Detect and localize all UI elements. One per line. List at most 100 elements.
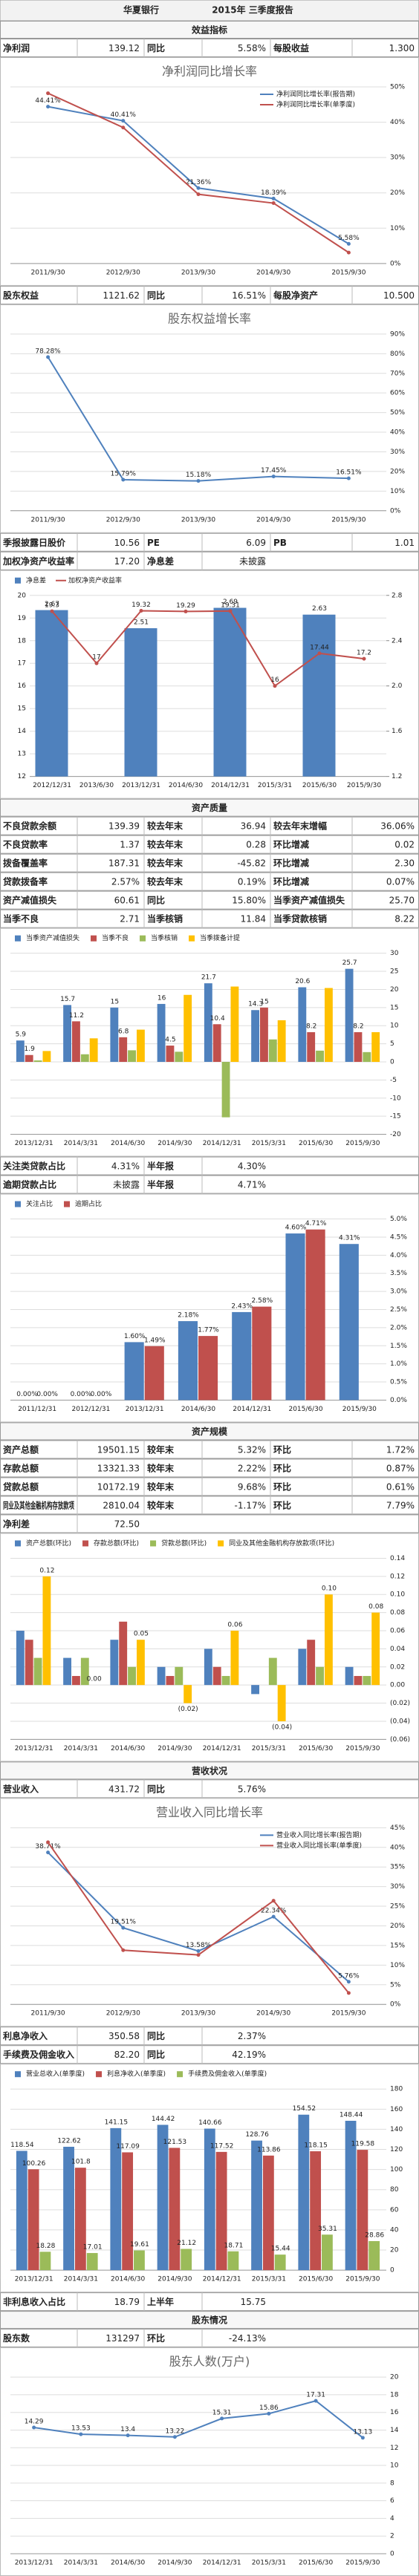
cell-value: 0.87% xyxy=(386,1463,415,1473)
y-tick-label: 10 xyxy=(390,2462,399,2470)
data-label: 16 xyxy=(270,676,279,684)
point xyxy=(79,2432,83,2436)
x-tick-label: 2011/9/30 xyxy=(31,516,65,524)
cell-label: 同比 xyxy=(147,42,165,53)
point xyxy=(46,105,51,109)
cell-value: 60.61 xyxy=(114,896,140,906)
y-tick-label: 4 xyxy=(390,2515,394,2523)
y-tick-label: 20 xyxy=(390,986,399,994)
y-tick-label: 15 xyxy=(390,1004,398,1011)
data-label: 13.13 xyxy=(353,2428,372,2436)
bar xyxy=(251,1010,260,1062)
point xyxy=(362,656,366,661)
point xyxy=(196,186,201,190)
legend-swatch xyxy=(82,1540,89,1547)
y-tick-label: 20 xyxy=(18,592,27,599)
cell-value: 19501.15 xyxy=(97,1444,140,1455)
y-tick-label: 0.14 xyxy=(390,1555,405,1562)
y-tick-label: 1.0% xyxy=(390,1360,407,1368)
y-tick-label: 45% xyxy=(390,1825,405,1832)
data-label: 5.9 xyxy=(16,1031,27,1039)
y-tick-label: 35% xyxy=(390,1864,405,1871)
data-label: 17.01 xyxy=(83,2244,103,2251)
data-label: 1.60% xyxy=(124,1333,146,1340)
y-tick-label: 12 xyxy=(390,2445,398,2452)
x-tick-label: 2015/9/30 xyxy=(342,1406,377,1413)
bar xyxy=(144,1346,164,1401)
y2-tick-label: 2.8 xyxy=(392,592,403,599)
y-tick-label: 0.08 xyxy=(390,1609,405,1617)
data-label: 128.76 xyxy=(245,2131,269,2139)
x-tick-label: 2012/12/31 xyxy=(71,1406,110,1413)
data-label: 15 xyxy=(260,998,268,1005)
data-label: 8.2 xyxy=(306,1023,316,1031)
bar xyxy=(354,1675,363,1686)
cell-label: 当季不良 xyxy=(3,913,39,925)
cell-value: 0.61% xyxy=(386,1481,415,1492)
table-row xyxy=(0,1156,419,1175)
data-label: 15.7 xyxy=(60,996,75,1003)
data-label: 35.31 xyxy=(318,2226,337,2233)
bar xyxy=(119,1621,128,1686)
legend-swatch xyxy=(218,1540,224,1547)
cell-label: 股东权益 xyxy=(3,290,39,301)
bar xyxy=(74,2168,86,2271)
y-tick-label: 0.04 xyxy=(390,1646,405,1653)
cell-label: PE xyxy=(147,538,160,548)
cell-label: 环比增减 xyxy=(273,839,309,850)
bar xyxy=(72,1021,80,1062)
data-label: 28.86 xyxy=(365,2232,384,2240)
x-tick-label: 2013/12/31 xyxy=(15,1140,53,1147)
data-label: 100.26 xyxy=(22,2160,46,2168)
data-label: 17.45% xyxy=(261,467,287,475)
cell-value: 7.79% xyxy=(386,1500,415,1510)
bar xyxy=(212,1024,221,1062)
data-label: 122.62 xyxy=(57,2137,81,2145)
y-tick-label: -5 xyxy=(390,1077,397,1084)
point xyxy=(271,1914,276,1919)
cell-value: 2.57% xyxy=(111,877,140,887)
y-tick-label: 5.0% xyxy=(390,1216,407,1223)
point xyxy=(46,355,51,359)
cell-value: 431.72 xyxy=(108,1784,140,1794)
cell-label: 当季贷款核销 xyxy=(273,913,327,925)
data-label: 0.10 xyxy=(322,1585,337,1593)
bank-name: 华夏银行 xyxy=(123,4,159,16)
point xyxy=(46,1851,51,1855)
cell-label: 环比 xyxy=(147,2332,165,2344)
data-label: 2.58% xyxy=(252,1297,273,1305)
cell-label: 贷款拨备率 xyxy=(3,876,48,887)
y2-tick-label: 1.6 xyxy=(392,728,403,735)
y-tick-label: 30 xyxy=(390,950,399,957)
data-label: 0.00% xyxy=(36,1391,58,1398)
y-tick-label: 6 xyxy=(390,2497,394,2505)
point xyxy=(121,119,126,123)
y-tick-label: (0.02) xyxy=(390,1700,410,1707)
cell-label: 环比 xyxy=(273,1444,291,1455)
bar xyxy=(268,1039,277,1062)
cell-value: 4.30% xyxy=(238,1161,266,1172)
x-tick-label: 2013/12/31 xyxy=(122,782,160,789)
bar xyxy=(175,1666,183,1686)
bar xyxy=(251,1685,260,1695)
x-tick-label: 2014/9/30 xyxy=(256,269,290,276)
cell-value: 5.76% xyxy=(238,1784,266,1794)
point xyxy=(317,651,322,656)
y-tick-label: 17 xyxy=(18,660,26,668)
data-label: 11.2 xyxy=(69,1012,84,1020)
data-label: 44.41% xyxy=(35,97,61,105)
y-tick-label: 2.0% xyxy=(390,1324,407,1331)
x-tick-label: 2015/9/30 xyxy=(345,2560,380,2567)
y-tick-label: 14 xyxy=(18,728,27,735)
legend-swatch xyxy=(15,1540,21,1547)
bar xyxy=(322,2234,333,2271)
bar xyxy=(221,1675,230,1686)
bar xyxy=(198,1336,218,1401)
table-row xyxy=(0,890,419,910)
cell-label: 当季核销 xyxy=(147,913,183,925)
cell-label: 不良贷款余额 xyxy=(3,821,56,832)
cell-value: 1.300 xyxy=(389,43,415,53)
data-label: 101.8 xyxy=(71,2159,91,2166)
x-tick-label: 2014/12/31 xyxy=(211,782,250,789)
y-tick-label: 0 xyxy=(390,2267,394,2275)
